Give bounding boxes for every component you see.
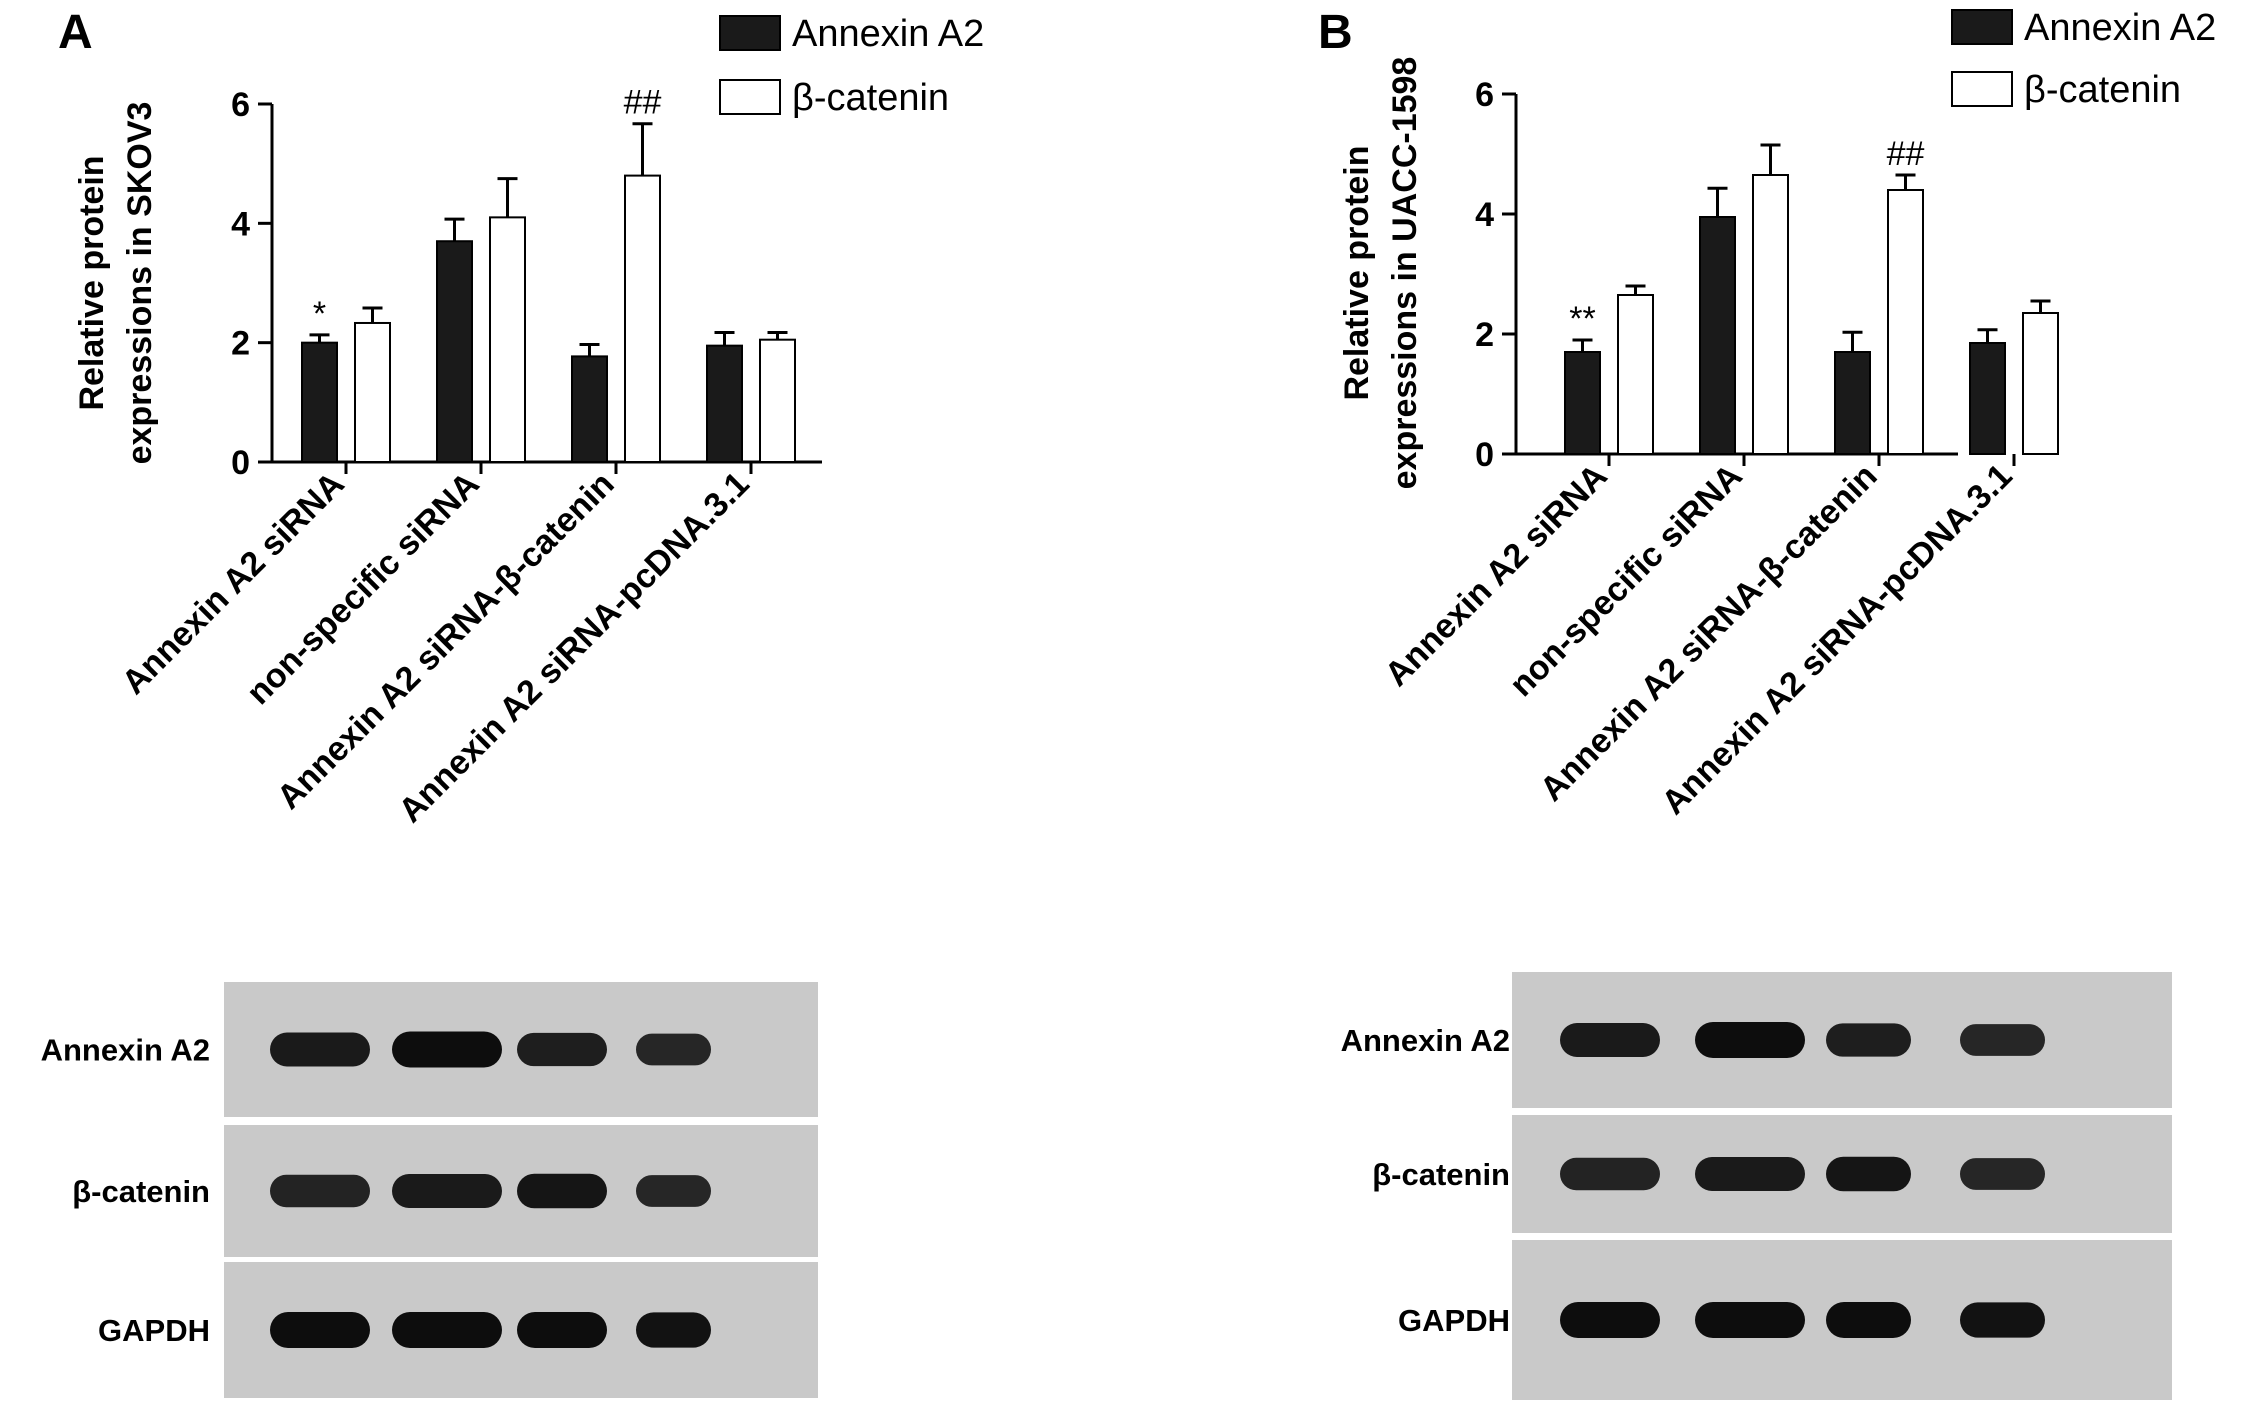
x-tick-label: non-specific siRNA	[1502, 457, 1749, 704]
significance-marker: **	[1569, 300, 1595, 338]
bar-beta-catenin	[2022, 312, 2059, 455]
blot-label: β-catenin	[72, 1174, 210, 1209]
y-tick-label: 0	[1475, 436, 1494, 474]
bar-beta-catenin	[1887, 189, 1924, 455]
bar-annexin-a2	[1969, 342, 2006, 455]
y-axis-label: expressions in UACC-1598	[1386, 57, 1424, 490]
blot-band	[1560, 1157, 1660, 1191]
blot-band	[1960, 1024, 2045, 1056]
legend-label-annexin-a2: Annexin A2	[792, 13, 984, 55]
y-tick-label: 4	[231, 205, 250, 243]
panel-letter: A	[58, 6, 93, 59]
bar-annexin-a2	[571, 355, 608, 464]
x-tick-label: non-specific siRNA	[239, 465, 486, 712]
bar-beta-catenin	[354, 321, 391, 463]
bar-beta-catenin	[1617, 294, 1654, 455]
y-tick-label: 6	[1475, 76, 1494, 114]
blot-band	[1695, 1302, 1805, 1338]
blot-band	[270, 1312, 370, 1348]
bar-beta-catenin	[624, 174, 661, 463]
bar-annexin-a2	[436, 240, 473, 463]
blot-band	[1960, 1158, 2045, 1190]
blot-band	[270, 1032, 370, 1067]
blot-band	[392, 1312, 502, 1348]
bar-annexin-a2	[1834, 351, 1871, 455]
blot-band	[517, 1173, 607, 1209]
y-axis-label: Relative protein	[1338, 145, 1376, 400]
legend-label-beta-catenin: β-catenin	[2024, 69, 2181, 111]
y-tick-label: 2	[231, 325, 250, 363]
bar-beta-catenin	[759, 338, 796, 463]
blot-band	[636, 1033, 711, 1066]
blot-band	[1826, 1302, 1911, 1338]
blot-band	[517, 1032, 607, 1067]
panel-b: B 0 2 4 6 Relative protein expressions in UACC…	[1318, 6, 2216, 1400]
significance-marker: ##	[624, 84, 662, 122]
y-tick-label: 6	[231, 86, 250, 124]
blot-band	[392, 1031, 502, 1068]
bar-beta-catenin	[1752, 174, 1789, 455]
y-tick-label: 2	[1475, 316, 1494, 354]
bar-annexin-a2	[1564, 351, 1601, 455]
legend-swatch-annexin-a2	[719, 15, 781, 51]
legend-swatch-beta-catenin	[1951, 71, 2013, 107]
blot-label: GAPDH	[98, 1313, 210, 1348]
legend-label-beta-catenin: β-catenin	[792, 77, 949, 119]
y-axis-label: expressions in SKOV3	[121, 102, 159, 465]
blot-band	[392, 1174, 502, 1208]
blot-band	[1695, 1157, 1805, 1191]
legend-swatch-beta-catenin	[719, 79, 781, 115]
panel-letter: B	[1318, 6, 1353, 59]
y-tick-label: 4	[1475, 196, 1494, 234]
bar-beta-catenin	[489, 216, 526, 463]
blot-band	[1560, 1023, 1660, 1057]
blot-label: Annexin A2	[1341, 1023, 1510, 1058]
bar-annexin-a2	[706, 344, 743, 463]
significance-marker: ##	[1887, 135, 1925, 173]
blot-band	[1826, 1156, 1911, 1192]
blot-band	[270, 1174, 370, 1208]
blot-band	[1695, 1022, 1805, 1058]
bar-annexin-a2	[301, 341, 338, 463]
legend-swatch-annexin-a2	[1951, 9, 2013, 45]
blot-label: GAPDH	[1398, 1303, 1510, 1338]
y-tick-label: 0	[231, 444, 250, 482]
y-axis-label: Relative protein	[73, 155, 111, 410]
blot-band	[1826, 1023, 1911, 1057]
blot-band	[636, 1175, 711, 1207]
legend-label-annexin-a2: Annexin A2	[2024, 7, 2216, 49]
blot-band	[517, 1312, 607, 1348]
bar-annexin-a2	[1699, 216, 1736, 455]
blot-band	[1560, 1302, 1660, 1338]
blot-band	[1960, 1302, 2045, 1338]
x-tick-label: Annexin A2 siRNA	[1378, 457, 1615, 694]
blot-band	[636, 1312, 711, 1348]
significance-marker: *	[313, 295, 326, 333]
blot-label: Annexin A2	[41, 1033, 210, 1068]
blot-label: β-catenin	[1372, 1157, 1510, 1192]
x-tick-label: Annexin A2 siRNA	[115, 465, 352, 702]
panel-a: A 0 2 4 6 Relative protein expressions in SKOV…	[41, 6, 984, 1398]
